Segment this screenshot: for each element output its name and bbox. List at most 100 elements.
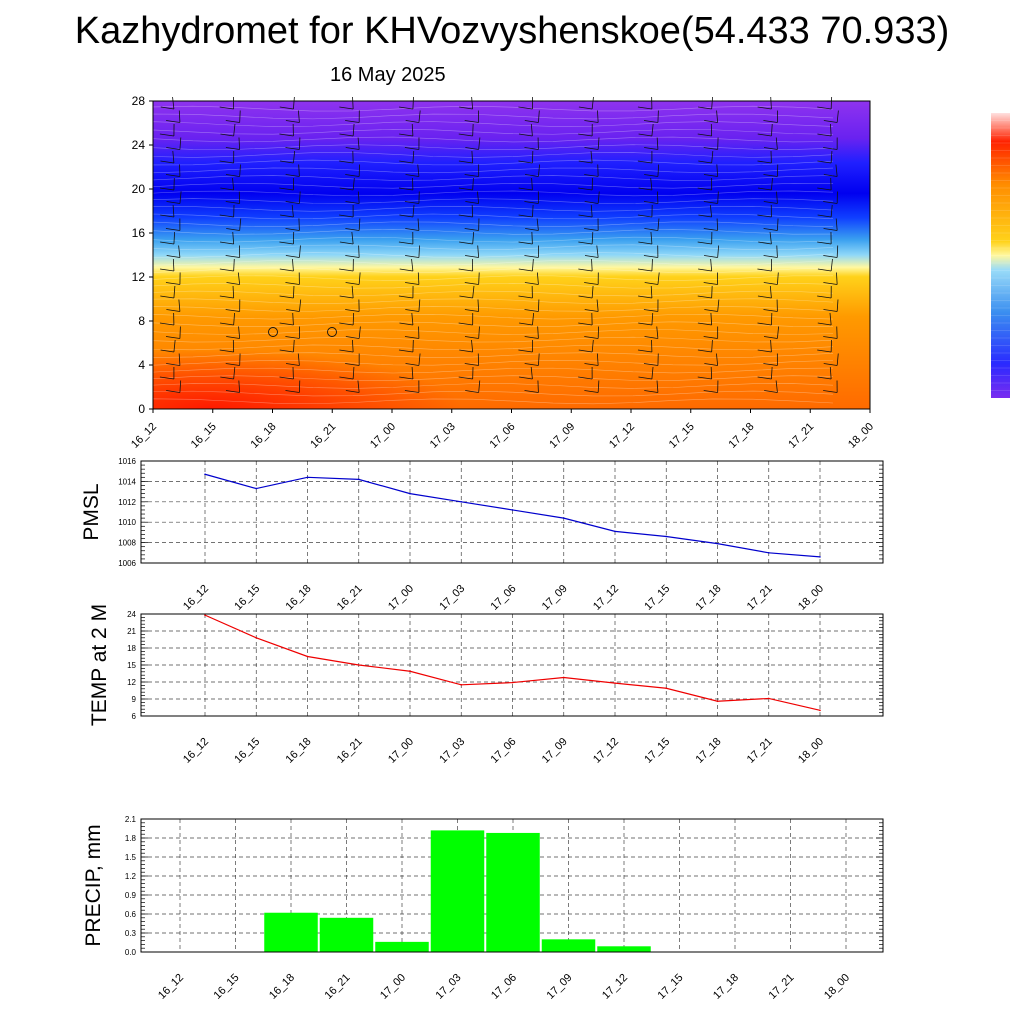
wind-barb [591,258,593,272]
wind-barb [399,268,413,272]
y-axis-label: TEMP at 2 M [88,604,111,726]
wind-barb [225,147,240,150]
x-tick-label: 17_12 [600,972,630,1002]
x-tick-label: 17_15 [642,736,672,766]
wind-barb [709,204,713,218]
wind-barb [578,376,593,380]
wind-barb [458,322,473,326]
wind-barb [578,268,593,272]
wind-barb [339,160,354,164]
wind-barb [292,312,294,326]
x-tick-label: 17_09 [540,736,570,766]
y-tick-label: 0.9 [125,891,137,900]
wind-barb [178,353,181,366]
wind-barb [656,137,659,150]
contour-line [152,221,834,227]
wind-barb [345,228,360,231]
wind-barb [166,390,180,393]
y-tick-label: 24 [127,610,136,619]
data-point [306,476,309,479]
wind-barb [464,363,479,366]
wind-barb [637,160,652,164]
wind-barb [404,336,419,339]
wind-barb [172,150,175,164]
wind-barb [590,204,593,218]
wind-barb [220,187,234,191]
wind-barb [776,245,778,258]
wind-barb [458,187,473,191]
wind-barb [345,390,360,393]
wind-barb [477,191,480,204]
wind-barb [339,106,354,110]
wind-barb [173,285,176,299]
wind-barb [179,380,182,393]
wind-barb [590,150,593,164]
wind-barb [763,174,778,177]
wind-barb [711,339,713,353]
wind-barb [159,133,174,137]
data-point [767,552,770,554]
wind-barb [704,363,718,366]
wind-barb [836,110,839,123]
wind-barb [159,322,174,326]
wind-barb [411,312,414,326]
wind-barb [591,339,594,353]
chart-title: Kazhydromet for KHVozvyshenskoe(54.433 7… [74,10,950,52]
wind-barb [399,133,413,137]
wind-barb [225,363,240,366]
wind-barb [233,312,235,326]
wind-barb [404,147,419,150]
wind-barb [173,231,176,245]
wind-barb [339,187,354,191]
wind-barb [650,177,653,191]
wind-barb [471,339,474,353]
wind-barb [398,241,413,245]
wind-barb [657,218,660,231]
wind-barb [404,390,419,393]
precip-bar [430,830,485,952]
x-tick-label: 17_12 [607,421,637,451]
data-point [562,517,565,519]
data-point [460,501,463,503]
wind-barb [697,349,712,353]
x-tick-label: 16_12 [181,583,211,613]
wind-barb [703,390,718,393]
wind-barb [345,363,360,366]
wind-barb [233,366,236,380]
wind-barb [412,150,415,164]
wind-barb [518,214,533,218]
wind-barb [173,339,176,353]
wind-barb [524,255,539,258]
wind-barb [777,326,779,339]
wind-barb [464,282,479,285]
y-tick-label: 0.3 [125,929,137,938]
wind-barb [225,390,240,393]
y-tick-label: 20 [132,182,146,196]
wind-barb [477,299,480,312]
wind-barb [710,312,713,326]
x-tick-label: 17_18 [727,421,757,451]
wind-barb [711,96,713,110]
wind-barb [219,241,234,245]
wind-barb [698,268,712,272]
wind-barb [538,353,540,366]
wind-barb [717,299,720,312]
wind-barb [357,380,360,393]
x-tick-label: 16_15 [232,736,262,766]
wind-barb [404,201,419,204]
x-tick-label: 17_06 [488,421,518,451]
wind-barb [358,326,361,339]
wind-barb [232,177,235,191]
wind-barb [339,214,354,218]
wind-barb [697,376,712,380]
wind-barb [518,295,533,299]
wind-barb [239,218,242,231]
wind-barb [823,201,838,204]
wind-barb [160,214,174,218]
wind-barb [638,295,652,299]
wind-barb [279,376,294,380]
wind-barb [299,299,302,312]
calm-wind-marker [268,327,278,337]
wind-barb [160,349,174,353]
wind-barb [757,133,772,137]
